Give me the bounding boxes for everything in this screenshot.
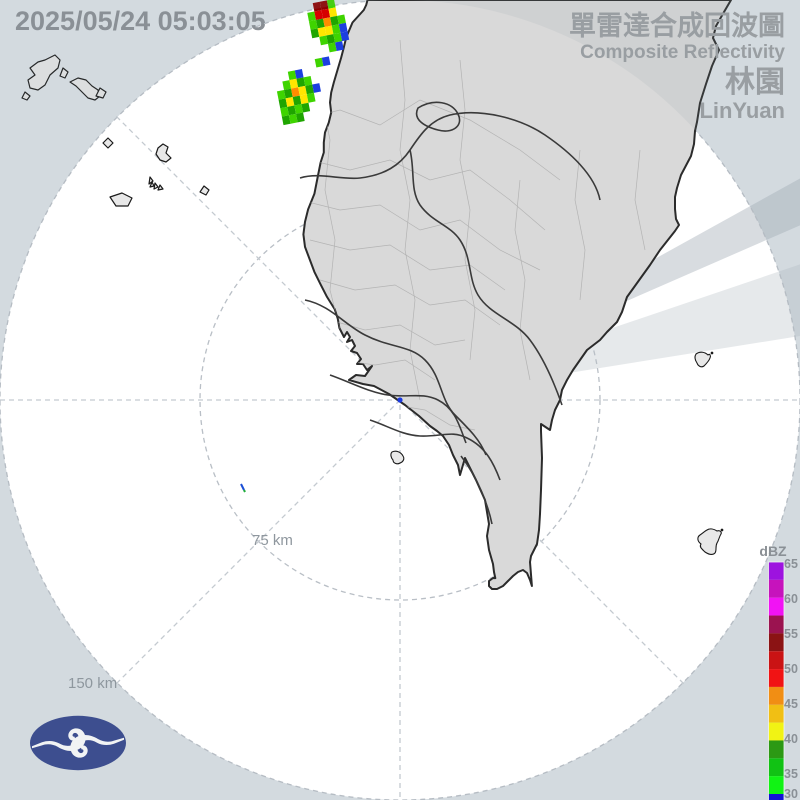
- svg-text:75 km: 75 km: [252, 532, 293, 549]
- svg-text:單雷達合成回波圖: 單雷達合成回波圖: [569, 10, 785, 41]
- svg-text:Composite Reflectivity: Composite Reflectivity: [580, 42, 785, 63]
- svg-text:LinYuan: LinYuan: [699, 98, 785, 123]
- svg-text:林園: 林園: [725, 66, 785, 99]
